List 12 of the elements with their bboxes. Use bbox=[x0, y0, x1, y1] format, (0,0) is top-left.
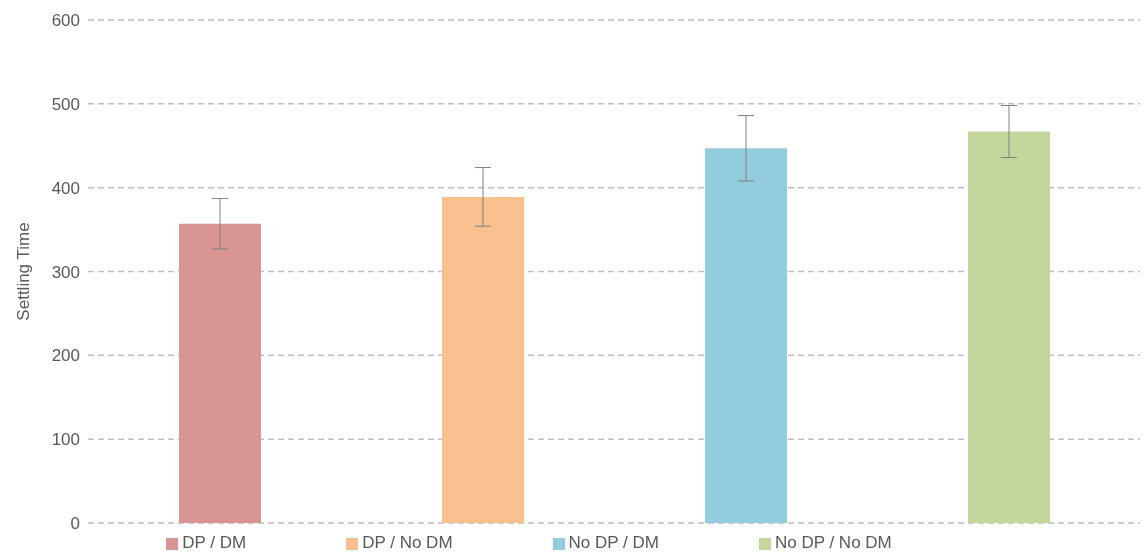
legend-label: DP / No DM bbox=[362, 533, 453, 552]
y-tick-label: 300 bbox=[51, 262, 80, 282]
y-tick-label: 600 bbox=[51, 11, 80, 31]
y-tick-label: 500 bbox=[51, 94, 80, 114]
y-axis-title: Settling Time bbox=[14, 222, 34, 321]
y-tick-label: 400 bbox=[51, 178, 80, 198]
legend-label: No DP / No DM bbox=[774, 533, 892, 552]
legend-label: DP / DM bbox=[182, 533, 247, 552]
legend-label: No DP / DM bbox=[568, 533, 659, 552]
y-tick-label: 0 bbox=[70, 514, 80, 534]
y-tick-label: 100 bbox=[51, 430, 80, 450]
y-tick-label: 200 bbox=[51, 346, 80, 366]
